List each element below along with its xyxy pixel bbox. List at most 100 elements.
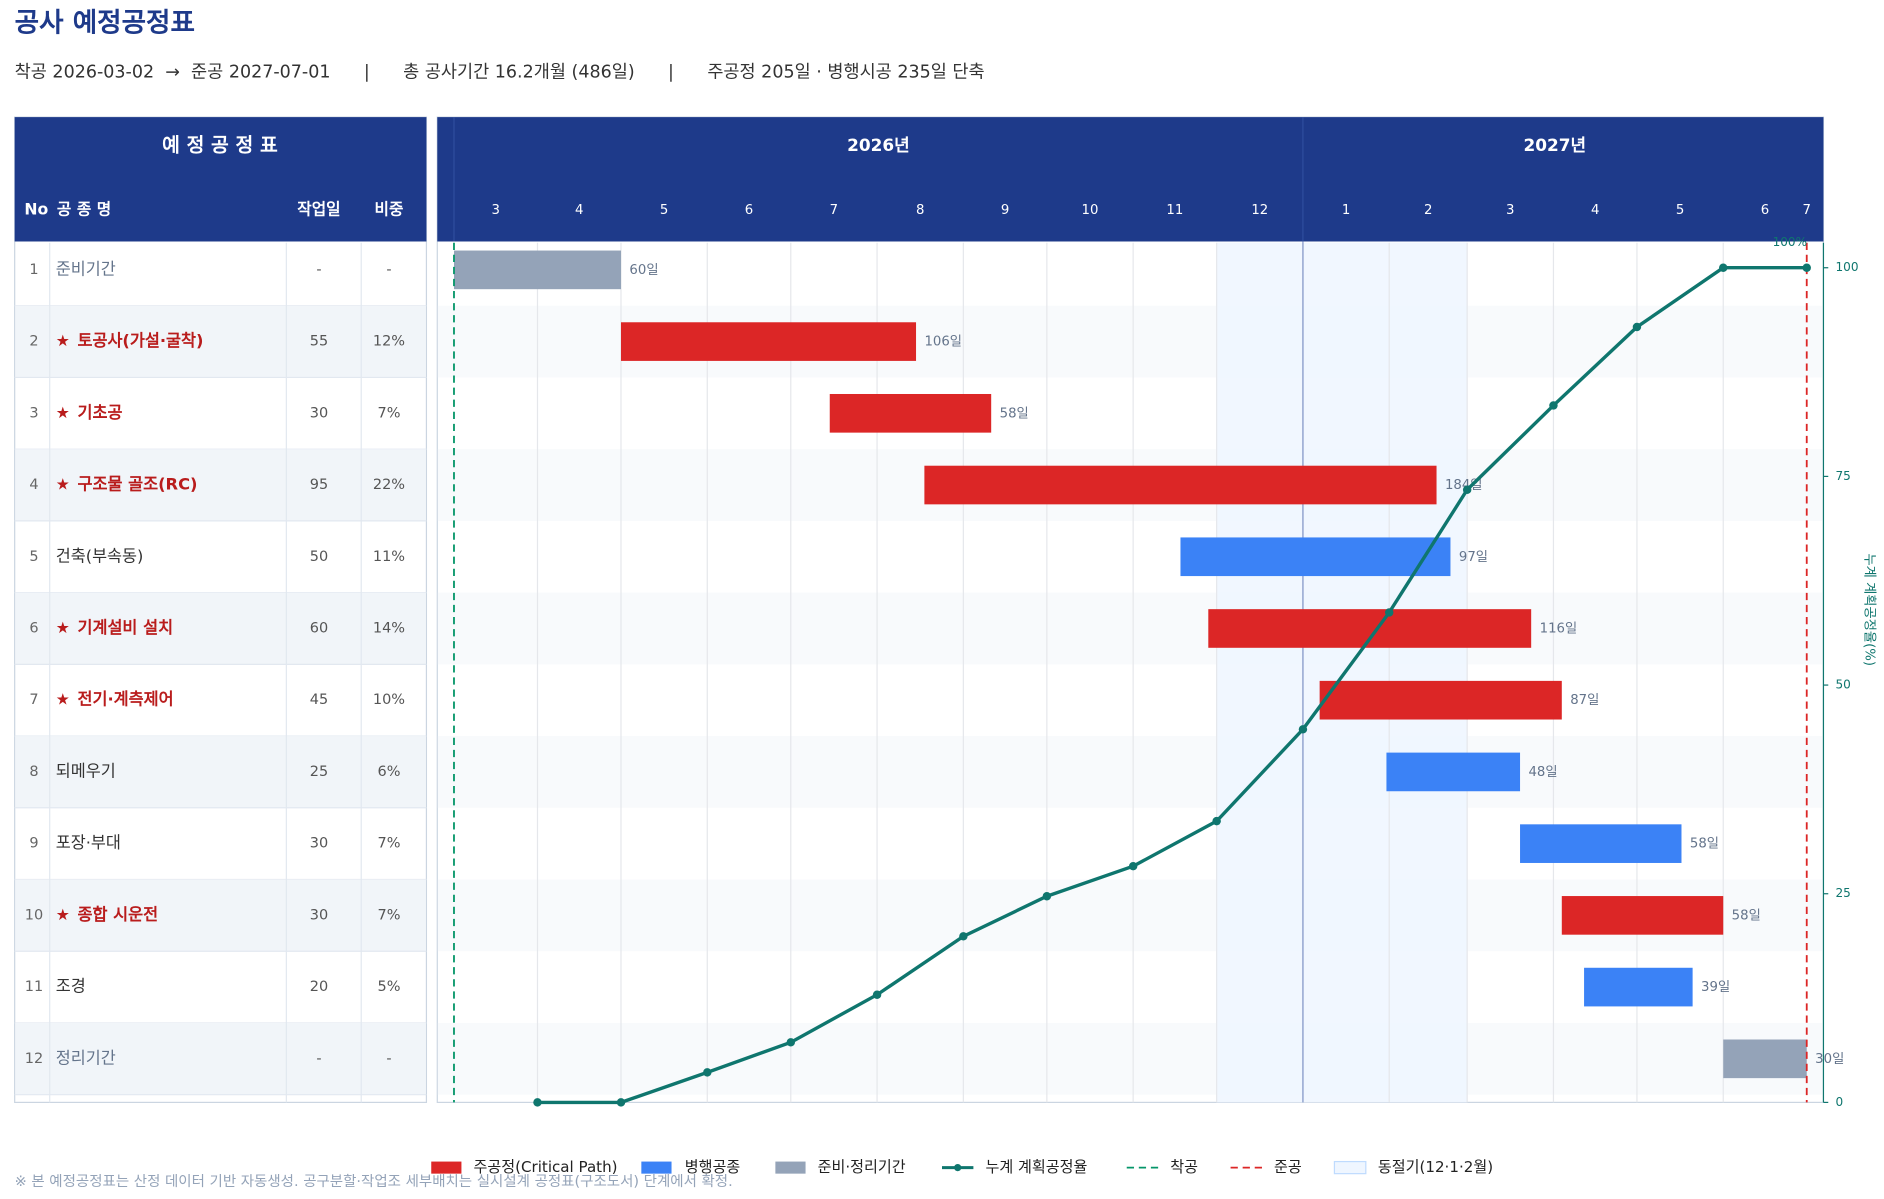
progress-label: 100% [1773, 235, 1807, 249]
share: 11% [373, 549, 405, 565]
row-no: 12 [25, 1051, 43, 1067]
row-band [15, 736, 426, 808]
duration-label: 39일 [1701, 979, 1730, 995]
progress-point [1719, 263, 1728, 272]
work-days: 30 [310, 836, 328, 852]
critical-mark: ★ [56, 618, 70, 637]
row-band [15, 449, 426, 521]
share: 14% [373, 620, 405, 636]
subtitle: 착공 2026-03-02 → 준공 2027-07-01 | 총 공사기간 1… [15, 62, 985, 82]
month-label: 4 [1591, 203, 1599, 218]
y2-axis-title: 누계 계획공정율(%) [1861, 553, 1877, 666]
task-bar [453, 250, 621, 290]
share: - [386, 1051, 391, 1067]
duration-label: 58일 [1000, 405, 1029, 421]
progress-point [1212, 816, 1221, 826]
row-no: 10 [25, 907, 43, 923]
y2-tick-label: 50 [1836, 678, 1851, 692]
y2-tick-label: 100 [1836, 260, 1859, 274]
month-label: 11 [1166, 203, 1183, 218]
duration-label: 184일 [1445, 477, 1483, 493]
work-days: 20 [310, 979, 328, 995]
legend-label: 착공 [1170, 1158, 1198, 1176]
row-band [15, 305, 426, 378]
winter-band [1216, 242, 1468, 1103]
progress-point [786, 1038, 796, 1047]
row-no: 1 [29, 262, 38, 278]
work-days: 55 [310, 334, 328, 350]
progress-point [1298, 725, 1308, 734]
work-days: 45 [310, 692, 328, 708]
progress-point [1632, 322, 1642, 332]
row-no: 2 [29, 334, 38, 350]
month-label: 5 [660, 203, 668, 218]
share: 7% [378, 405, 401, 421]
row-band [15, 879, 426, 952]
progress-point [872, 990, 882, 999]
work-days: 30 [310, 405, 328, 421]
work-days: 95 [310, 477, 328, 493]
task-bar [1723, 1039, 1807, 1079]
legend-label: 준비·정리기간 [818, 1158, 906, 1176]
month-label: 3 [492, 203, 500, 218]
work-days: - [316, 262, 321, 278]
month-label: 6 [745, 203, 753, 218]
column-header: 공 종 명 [57, 200, 111, 219]
progress-point [616, 1098, 626, 1107]
duration-label: 48일 [1528, 764, 1557, 780]
task-bar [1180, 537, 1451, 577]
task-bar [1386, 752, 1521, 792]
duration-label: 116일 [1540, 620, 1578, 636]
work-days: 50 [310, 549, 328, 565]
progress-point [1384, 608, 1394, 617]
gantt-row-band [437, 1022, 1823, 1095]
duration-label: 106일 [924, 334, 962, 350]
column-header: No [24, 200, 48, 219]
month-label: 5 [1676, 203, 1684, 218]
critical-mark: ★ [56, 403, 70, 422]
row-no: 3 [29, 405, 38, 421]
task-name: 정리기간 [56, 1048, 116, 1067]
table-header [14, 117, 427, 242]
year-label: 2027년 [1524, 135, 1587, 155]
legend-label: 주공정(Critical Path) [474, 1158, 618, 1176]
task-name: 건축(부속동) [56, 546, 144, 565]
task-bar [1208, 609, 1532, 648]
task-name: 구조물 골조(RC) [77, 475, 197, 494]
share: 6% [378, 764, 401, 780]
task-bar [620, 322, 917, 361]
work-days: 30 [310, 907, 328, 923]
task-name: 토공사(가설·굴착) [77, 331, 203, 350]
month-label: 7 [830, 203, 838, 218]
progress-point [1042, 892, 1052, 901]
legend-swatch [1333, 1160, 1367, 1175]
work-days: 60 [310, 620, 328, 636]
critical-mark: ★ [56, 905, 70, 924]
legend-dot [954, 1163, 962, 1172]
row-band [15, 592, 426, 665]
critical-mark: ★ [56, 331, 70, 350]
share: 7% [378, 907, 401, 923]
legend-swatch [641, 1161, 672, 1174]
task-name: 전기·계측제어 [77, 690, 173, 709]
legend-label: 누계 계획공정율 [985, 1158, 1087, 1176]
footnote: ※ 본 예정공정표는 산정 데이터 기반 자동생성. 공구분할·작업조 세부배치… [15, 1173, 733, 1190]
critical-mark: ★ [56, 690, 70, 709]
progress-point [703, 1068, 712, 1077]
task-name: 준비기간 [56, 259, 116, 278]
share: 10% [373, 692, 405, 708]
task-bar [1584, 967, 1693, 1007]
progress-point [1128, 861, 1138, 871]
row-band [15, 1022, 426, 1095]
progress-point [1802, 263, 1811, 272]
y2-tick-label: 25 [1836, 886, 1851, 900]
row-no: 6 [29, 620, 38, 636]
progress-line [537, 266, 1807, 1105]
legend-swatch [431, 1161, 462, 1174]
duration-label: 30일 [1815, 1051, 1844, 1067]
y2-tick-label: 0 [1836, 1095, 1844, 1109]
row-no: 8 [29, 764, 38, 780]
task-bar [1520, 824, 1682, 863]
